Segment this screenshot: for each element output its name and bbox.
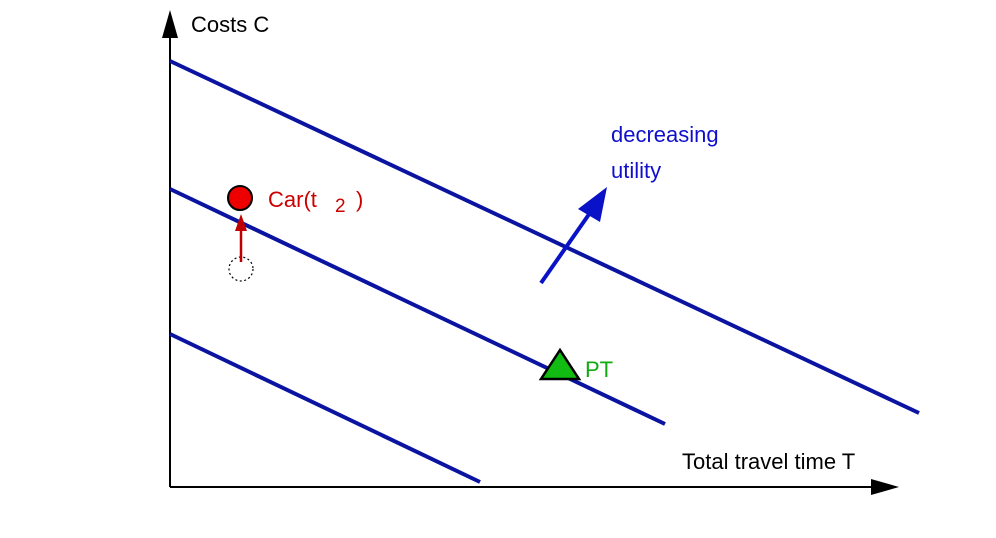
utility-label-line1: decreasing <box>611 122 719 147</box>
car-point <box>227 185 253 211</box>
y-axis-arrowhead <box>162 10 178 38</box>
car-label: Car(t 2) <box>268 187 363 217</box>
utility-label-line2: utility <box>611 158 661 183</box>
utility-arrow-head <box>578 187 607 222</box>
pt-label: PT <box>585 357 613 382</box>
x-axis-arrowhead <box>871 479 899 495</box>
utility-arrow-shaft <box>539 208 594 285</box>
indifference-line-lower <box>169 332 481 484</box>
car-label-subscript: 2 <box>335 196 346 217</box>
indifference-line-upper <box>169 59 920 415</box>
car-label-prefix: Car(t <box>268 187 317 212</box>
x-axis-label: Total travel time T <box>682 449 855 474</box>
pt-triangle <box>538 347 582 381</box>
car-shift-arrow-head <box>235 214 247 231</box>
y-axis-label: Costs C <box>191 12 269 37</box>
car-original-position <box>228 256 254 282</box>
indifference-line-middle <box>169 187 666 426</box>
car-label-suffix: ) <box>356 187 363 212</box>
